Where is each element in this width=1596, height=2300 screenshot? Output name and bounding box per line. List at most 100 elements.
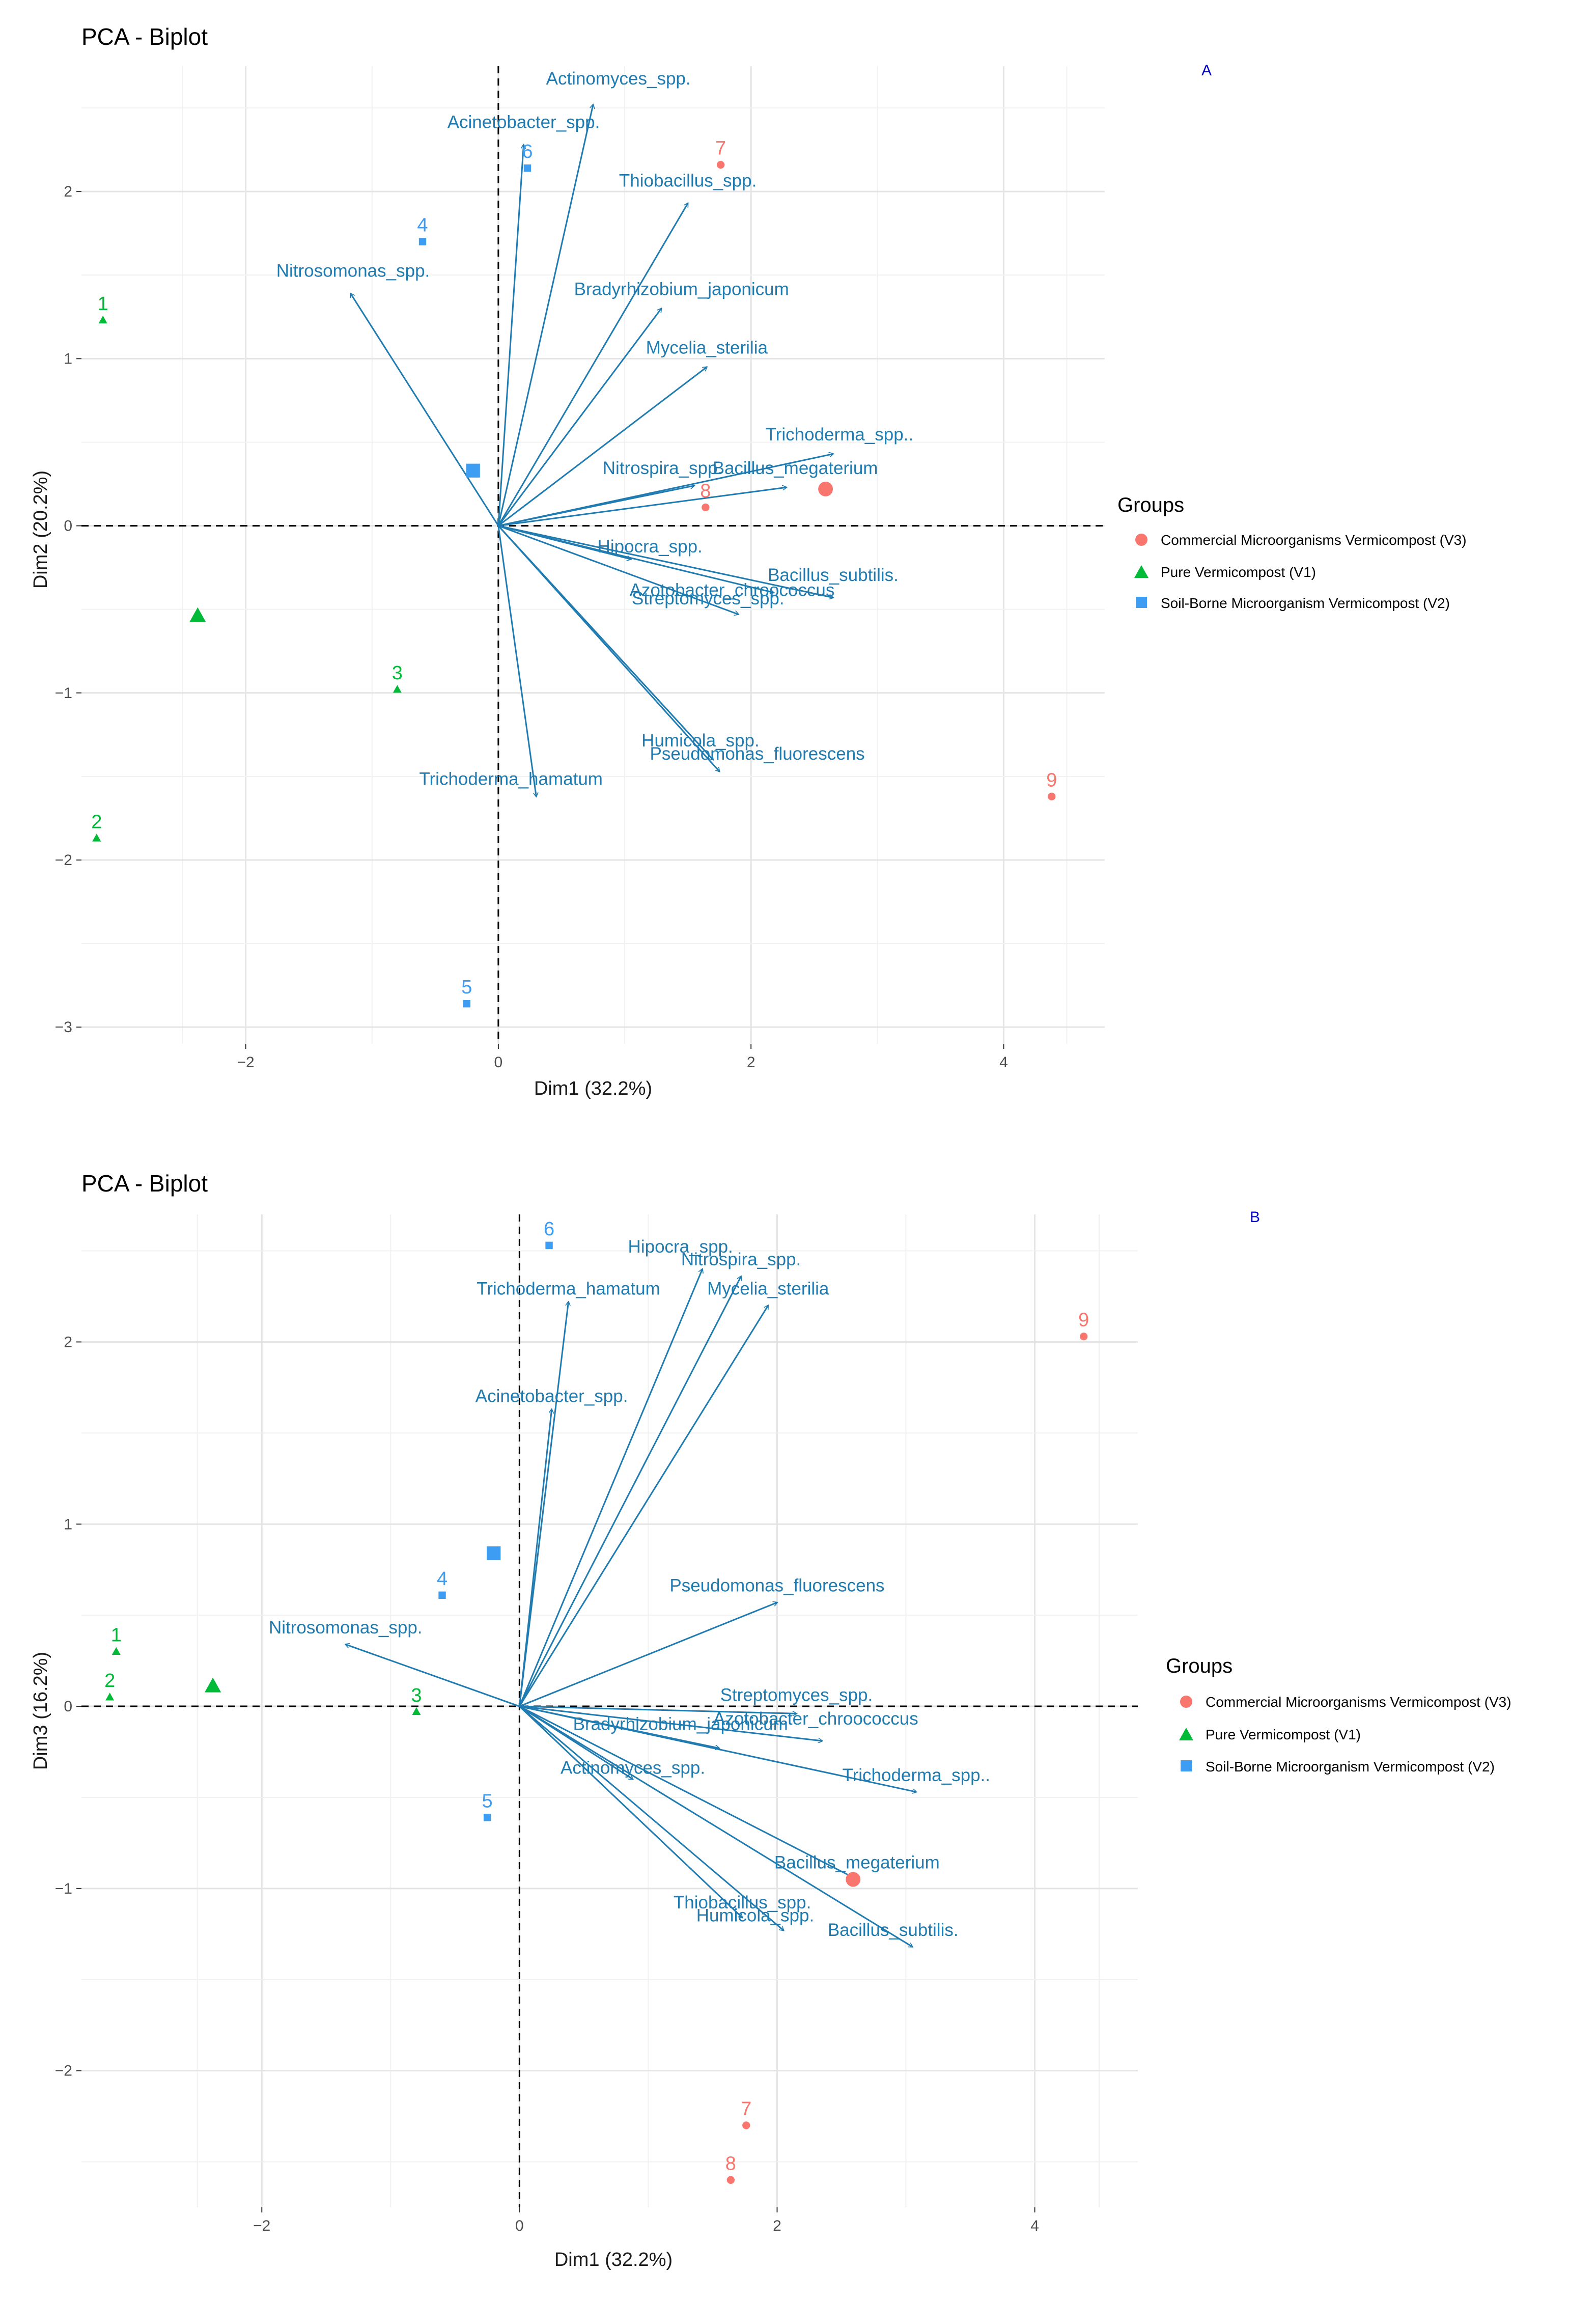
individual-label: 2 [91,811,102,833]
variable-label: Streptomyces_spp. [720,1685,873,1705]
individual-label: 4 [417,215,428,236]
variable-label: Humicola_spp. [641,731,760,751]
legend-label: Soil-Borne Microorganism Vermicompost (V… [1206,1759,1495,1775]
variable-label: Hipocra_spp. [598,537,703,557]
y-tick-label: 2 [64,1334,72,1350]
individual-label: 3 [392,662,403,684]
variable-label: Actinomyces_spp. [546,69,691,89]
x-tick-label: 2 [773,2218,781,2234]
variable-label: Bradyrhizobium_japonicum [574,280,789,299]
variable-label: Azotobacter_chroococcus [630,580,835,600]
legend-key-square [1181,1760,1192,1771]
variable-arrow [519,1602,777,1707]
individual-point [412,1707,421,1715]
variable-label: Nitrosomonas_spp. [269,1618,423,1638]
y-tick-label: −1 [55,1880,72,1897]
variable-arrow [498,525,774,593]
variable-arrow [519,1705,822,1741]
individual-label: 8 [700,480,711,502]
variable-label: Trichoderma_hamatum [419,769,603,789]
individual-point [438,1591,446,1599]
panel-tag: B [1250,1209,1260,1226]
x-axis-label: Dim1 (32.2%) [554,2249,673,2270]
variable-arrow [497,203,688,526]
individual-label: 4 [437,1568,447,1590]
variable-label: Streptomyces_spp. [632,589,785,608]
legend: Groups Commercial Microorganisms Vermico… [1166,1655,1511,1775]
variable-arrow [519,1306,768,1707]
individual-point [418,238,427,245]
legend: Groups Commercial Microorganisms Vermico… [1117,494,1467,611]
variable-label: Mycelia_sterilia [707,1279,829,1298]
zero-axes [81,66,1105,1044]
individual-point [98,315,107,324]
variable-label: Nitrospira_spp. [603,458,722,478]
variable-label: Trichoderma_spp.. [766,425,914,445]
y-tick-label: −1 [55,685,72,702]
variable-arrow [497,104,593,526]
variable-arrow [497,525,536,797]
variable-arrow [518,1269,702,1707]
variable-label: Acinetobacter_spp. [475,1387,628,1406]
variable-arrow [518,1302,568,1707]
variable-arrow [519,1705,796,1713]
individual-label: 6 [522,141,533,162]
legend-title: Groups [1117,494,1184,516]
individual-label: 8 [725,2153,736,2174]
legend-label: Commercial Microorganisms Vermicompost (… [1161,532,1467,548]
tick-labels: −2 0 2 4 −3 −2 −1 0 1 2 [55,183,1008,1071]
variable-label: Nitrospira_spp. [681,1250,801,1269]
individual-point [105,1693,115,1701]
x-tick-label: 4 [1030,2218,1039,2234]
variable-label: Humicola_spp. [696,1905,815,1925]
variable-arrow [497,367,707,526]
legend-label: Pure Vermicompost (V1) [1161,564,1316,580]
x-tick-label: −2 [253,2218,270,2234]
variable-label: Nitrosomonas_spp. [276,261,430,281]
legend-key-triangle [1179,1728,1193,1740]
individual-point [92,834,101,842]
individual-point [523,164,531,172]
variable-arrow [497,145,524,526]
panel-tag: A [1201,62,1212,79]
x-tick-label: 2 [747,1054,755,1071]
variable-arrow [519,1705,912,1947]
variable-label: Mycelia_sterilia [646,338,768,358]
individual-points: 1 2 3 4 5 6 7 8 9 [91,138,1057,1008]
plot-area [81,66,1105,1044]
chart-title: PCA - Biplot [81,1170,208,1197]
y-tick-label: 2 [64,183,72,200]
x-tick-label: −2 [237,1054,254,1071]
individual-label: 2 [104,1670,115,1692]
variable-arrow [498,486,694,527]
individual-point [726,2176,735,2184]
individual-point [716,160,725,169]
individual-label: 6 [544,1218,554,1240]
variable-label: Pseudomonas_fluorescens [669,1576,884,1596]
variable-label: Bacillus_megaterium [774,1852,940,1872]
individual-label: 5 [482,1790,493,1812]
variable-arrow [519,1705,916,1792]
variable-arrow [519,1705,742,1918]
y-tick-label: −3 [55,1019,72,1036]
grid [81,66,1105,1044]
legend-key-square [1136,597,1147,608]
variable-label: Bacillus_megaterium [713,458,878,478]
x-axis-label: Dim1 (32.2%) [534,1078,652,1099]
variable-label: Bacillus_subtilis. [828,1920,959,1940]
variable-arrows: Hipocra_spp.Nitrospira_spp. Mycelia_steri… [269,1237,990,1947]
group-centroid [466,463,480,478]
y-tick-label: 1 [64,350,72,367]
biplot-panel-b: PCA - Biplot B Hipocra_spp.Nitrospira_sp… [30,1170,1260,2270]
variable-arrow [519,1277,741,1707]
y-axis-label: Dim2 (20.2%) [30,470,51,589]
y-tick-label: 0 [64,1698,72,1715]
y-axis-label: Dim3 (16.2%) [30,1652,51,1770]
variable-label: Acinetobacter_spp. [447,112,600,132]
group-centroid [818,481,833,496]
x-tick-label: 0 [494,1054,503,1071]
individual-point [545,1241,553,1250]
biplot-panel-a: PCA - Biplot A Actinomyces_spp. Acinetoba… [30,23,1212,1099]
y-tick-label: −2 [55,852,72,869]
